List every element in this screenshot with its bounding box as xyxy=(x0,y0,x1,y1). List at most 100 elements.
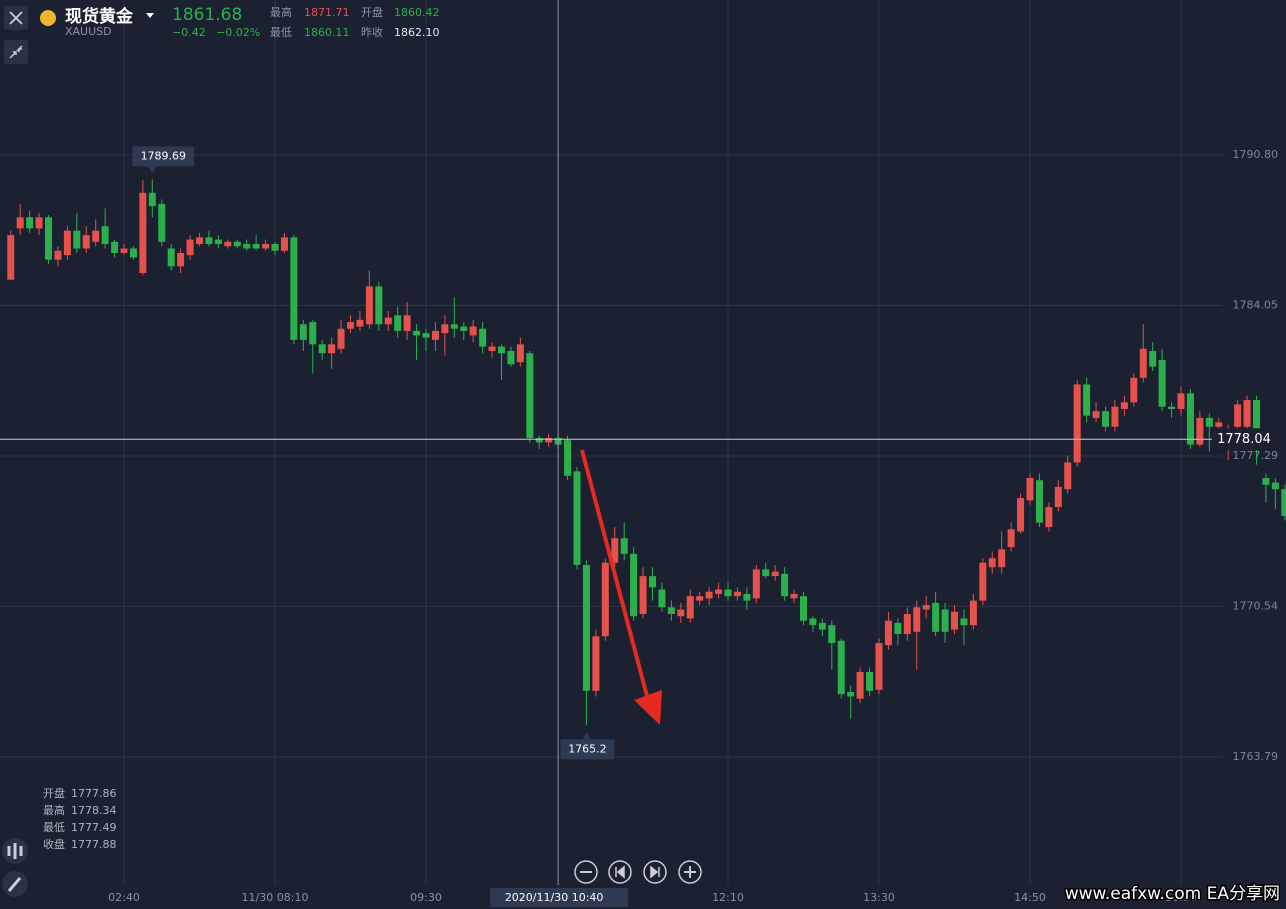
candle-body xyxy=(35,217,43,229)
close-button[interactable] xyxy=(4,6,28,30)
candle-body xyxy=(450,324,458,329)
candle-body xyxy=(856,671,864,699)
candle-body xyxy=(884,620,892,646)
change-pct: −0.02% xyxy=(216,26,260,39)
info-value: 1777.88 xyxy=(71,838,117,851)
candle-body xyxy=(403,315,411,331)
candle-body xyxy=(743,593,751,601)
low-label: 1765.2 xyxy=(568,742,607,755)
prev-button[interactable] xyxy=(608,860,632,884)
candle-body xyxy=(394,315,402,331)
crosshair-tag xyxy=(490,888,629,907)
info-label: 最高 xyxy=(43,803,65,817)
candle-body xyxy=(413,330,421,336)
candle-body xyxy=(365,286,373,325)
next-button[interactable] xyxy=(643,860,667,884)
candle-body xyxy=(347,322,354,329)
candle-body xyxy=(733,591,741,597)
dropdown[interactable] xyxy=(146,13,154,18)
indicator-button[interactable] xyxy=(2,838,28,864)
candle-body xyxy=(45,217,52,260)
candle-body xyxy=(818,622,826,630)
candle-body xyxy=(1054,486,1062,508)
candle-body xyxy=(1205,417,1213,427)
candle-body xyxy=(866,671,874,691)
candle-body xyxy=(639,576,647,614)
candle-body xyxy=(582,564,590,691)
candle-body xyxy=(696,596,704,601)
stat-value: 1871.71 xyxy=(304,6,350,19)
candle-body xyxy=(139,192,147,274)
high-pointer xyxy=(148,166,157,174)
candle-body xyxy=(922,605,930,610)
candle-body xyxy=(290,237,298,340)
draw-button[interactable] xyxy=(2,871,28,897)
candle-body xyxy=(837,640,845,695)
candle-body xyxy=(7,235,15,280)
candle-body xyxy=(781,573,789,597)
x-tick-label: 09:30 xyxy=(410,891,442,904)
y-tick-label: 1784.05 xyxy=(1233,298,1279,311)
candle-body xyxy=(998,549,1006,568)
candle-body xyxy=(375,286,383,325)
collapse-button[interactable] xyxy=(4,40,28,64)
zoom-out-button[interactable] xyxy=(574,860,598,884)
stat-value: 1860.42 xyxy=(394,6,440,19)
candle-body xyxy=(92,230,100,242)
candle-body xyxy=(1092,411,1100,418)
candle-body xyxy=(299,324,307,340)
watermark: www.eafxw.com EA分享网 xyxy=(1065,884,1280,904)
candle-body xyxy=(1253,400,1260,434)
x-tick-label: 14:50 xyxy=(1014,891,1046,904)
candle-body xyxy=(762,569,770,577)
candle-body xyxy=(54,250,62,260)
info-value: 1778.34 xyxy=(71,804,117,817)
candle-body xyxy=(1186,393,1194,445)
candle-body xyxy=(488,346,496,352)
candle-body xyxy=(1177,393,1185,409)
candle-body xyxy=(196,237,203,245)
candle-body xyxy=(243,244,251,249)
candle-body xyxy=(1073,384,1081,463)
candle-body xyxy=(951,611,958,630)
zoom-in-button[interactable] xyxy=(678,860,702,884)
candle-body xyxy=(526,353,534,438)
candle-body xyxy=(1035,480,1043,523)
candle-body xyxy=(677,609,685,617)
candle-body xyxy=(498,346,505,354)
arrow xyxy=(580,449,662,725)
candle-body xyxy=(800,596,807,621)
candle-body xyxy=(620,538,628,554)
candle-body xyxy=(101,226,109,245)
candle-body xyxy=(1045,507,1053,528)
candle-body xyxy=(667,607,675,614)
y-tick-label: 1777.29 xyxy=(1233,449,1279,462)
candle-body xyxy=(611,538,619,563)
candle-body xyxy=(214,239,222,245)
candle-body xyxy=(1007,529,1015,548)
candle-body xyxy=(337,328,345,349)
stat-label: 最低 xyxy=(270,26,292,39)
candle-body xyxy=(1262,478,1270,485)
candle-body xyxy=(1215,422,1223,427)
candle-body xyxy=(328,344,336,354)
x-tick-label: 16:10 xyxy=(1165,891,1197,904)
candle-body xyxy=(1196,417,1204,445)
change: −0.42 xyxy=(172,26,206,39)
candle-body xyxy=(252,244,260,249)
y-tick-label: 1770.54 xyxy=(1233,599,1279,612)
candle-body xyxy=(724,589,732,597)
candle-body xyxy=(271,244,279,251)
crosshair-label: 2020/11/30 10:40 xyxy=(505,891,604,904)
candle-body xyxy=(903,613,911,635)
candle-body xyxy=(26,217,34,229)
candle-body xyxy=(686,596,694,619)
candle-body xyxy=(1120,402,1128,409)
candle-body xyxy=(148,192,156,207)
x-tick-label: 12:10 xyxy=(712,891,744,904)
candle-body xyxy=(649,576,656,588)
candle-body xyxy=(705,591,713,599)
candle-body xyxy=(1234,404,1242,427)
candle-body xyxy=(1168,406,1176,409)
info-label: 最低 xyxy=(43,821,65,834)
